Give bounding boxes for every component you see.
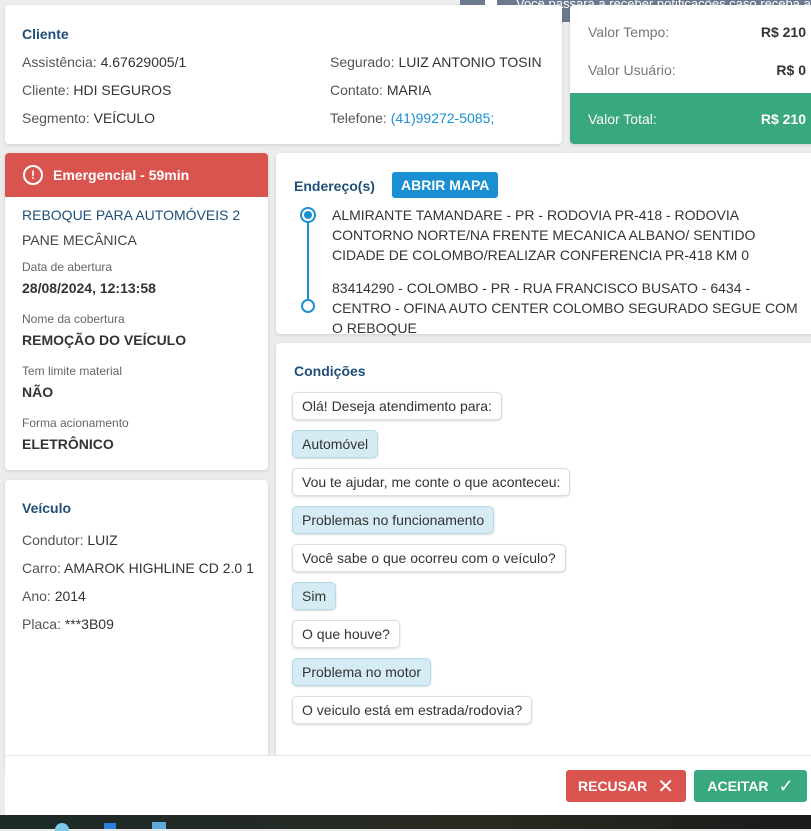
alert-icon: ! [23, 165, 43, 185]
refuse-button[interactable]: RECUSAR ✕ [566, 770, 686, 802]
carro-field: Carro: AMAROK HIGHLINE CD 2.0 1 [22, 560, 254, 576]
field-value: ELETRÔNICO [22, 436, 114, 452]
route-line [307, 215, 309, 307]
client-card: Cliente Assistência: 4.67629005/1 Client… [5, 5, 562, 144]
address-card: Endereço(s) ABRIR MAPA ALMIRANTE TAMANDA… [276, 153, 811, 336]
origin-marker-icon [300, 207, 316, 223]
field-value: REMOÇÃO DO VEÍCULO [22, 332, 187, 348]
chat-answer: Sim [292, 582, 337, 610]
footer-bar [5, 755, 811, 815]
field-label: Forma acionamento [22, 416, 129, 430]
taskbar-app-icon[interactable] [104, 823, 116, 829]
vehicle-card: Veículo Condutor: LUIZ Carro: AMAROK HIG… [5, 480, 268, 770]
values-card: Valor Tempo: R$ 210 Valor Usuário: R$ 0 … [570, 5, 811, 144]
field-label: Nome da cobertura [22, 312, 125, 326]
segurado-field: Segurado: LUIZ ANTONIO TOSIN [330, 54, 542, 70]
segmento-field: Segmento: VEÍCULO [22, 110, 156, 126]
telefone-link[interactable]: (41)99272-5085; [390, 110, 495, 126]
emergency-badge: ! Emergencial - 59min [5, 153, 268, 197]
taskbar-app-icon[interactable] [55, 823, 69, 831]
valor-total-label: Valor Total: [588, 111, 657, 127]
valor-usuario-label: Valor Usuário: [588, 62, 676, 78]
field-value: 28/08/2024, 12:13:58 [22, 280, 156, 296]
taskbar-app-icon[interactable] [152, 822, 166, 829]
chat-question: O que houve? [292, 620, 400, 648]
assistencia-field: Assistência: 4.67629005/1 [22, 54, 187, 70]
chat-messages: Olá! Deseja atendimento para: Automóvel Vo… [292, 392, 571, 724]
valor-tempo: R$ 210 [760, 24, 806, 40]
address-title: Endereço(s) [294, 178, 375, 194]
origin-address: ALMIRANTE TAMANDARE - PR - RODOVIA PR-41… [332, 207, 756, 263]
ano-field: Ano: 2014 [22, 588, 86, 604]
condutor-field: Condutor: LUIZ [22, 532, 118, 548]
chat-question: O veiculo está em estrada/rodovia? [292, 696, 533, 724]
valor-total: R$ 210 [760, 111, 806, 127]
service-problem: PANE MECÂNICA [22, 232, 137, 248]
cliente-field: Cliente: HDI SEGUROS [22, 82, 172, 98]
vehicle-title: Veículo [22, 500, 72, 516]
service-card: ! Emergencial - 59min REBOQUE PARA AUTOM… [5, 153, 268, 470]
accept-button[interactable]: ACEITAR ✓ [694, 770, 807, 802]
conditions-card: Condições Olá! Deseja atendimento para: A… [276, 343, 811, 773]
check-icon: ✓ [778, 775, 794, 796]
open-map-button[interactable]: ABRIR MAPA [392, 172, 499, 198]
chat-question: Olá! Deseja atendimento para: [292, 392, 502, 420]
client-title: Cliente [22, 26, 69, 42]
taskbar [0, 815, 811, 831]
valor-total-bar: Valor Total: R$ 210 [570, 93, 811, 144]
telefone-field: Telefone: (41)99272-5085; [330, 110, 495, 126]
contato-field: Contato: MARIA [330, 82, 432, 98]
field-value: NÃO [22, 384, 54, 400]
destination-address: 83414290 - COLOMBO - PR - RUA FRANCISCO … [332, 280, 798, 336]
chat-answer: Problema no motor [292, 658, 432, 686]
bell-icon [485, 0, 497, 8]
conditions-title: Condições [294, 363, 366, 379]
service-name: REBOQUE PARA AUTOMÓVEIS 2 [22, 207, 241, 223]
placa-field: Placa: ***3B09 [22, 616, 114, 632]
close-icon: ✕ [657, 775, 674, 798]
chat-question: Você sabe o que ocorreu com o veículo? [292, 544, 566, 572]
chat-answer: Problemas no funcionamento [292, 506, 495, 534]
field-label: Data de abertura [22, 260, 113, 274]
chat-question: Vou te ajudar, me conte o que aconteceu: [292, 468, 571, 496]
field-label: Tem limite material [22, 364, 123, 378]
destination-marker-icon [301, 299, 315, 313]
chat-answer: Automóvel [292, 430, 379, 458]
valor-tempo-label: Valor Tempo: [588, 24, 670, 40]
valor-usuario: R$ 0 [776, 62, 806, 78]
